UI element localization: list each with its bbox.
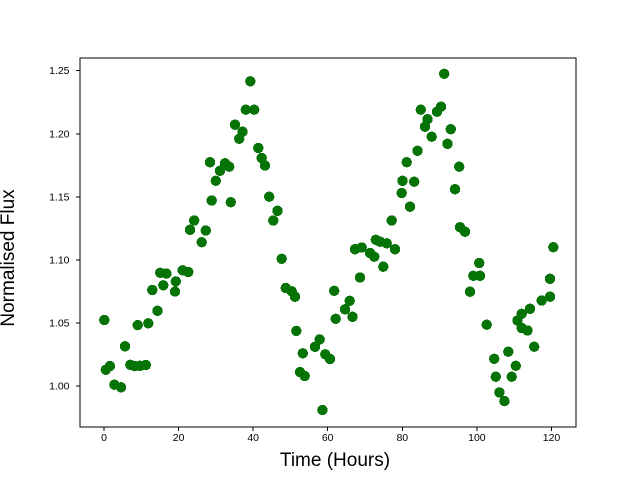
- svg-text:100: 100: [468, 432, 486, 444]
- svg-text:1.10: 1.10: [49, 255, 70, 267]
- svg-text:Normalised Flux: Normalised Flux: [0, 189, 19, 327]
- svg-text:1.15: 1.15: [49, 192, 70, 204]
- svg-text:40: 40: [247, 432, 259, 444]
- svg-text:0: 0: [101, 432, 107, 444]
- svg-text:80: 80: [396, 432, 408, 444]
- svg-text:1.00: 1.00: [49, 381, 70, 393]
- svg-text:1.05: 1.05: [49, 318, 70, 330]
- svg-text:60: 60: [322, 432, 334, 444]
- svg-text:Time (Hours): Time (Hours): [280, 450, 390, 471]
- svg-text:1.20: 1.20: [49, 129, 70, 141]
- svg-text:20: 20: [173, 432, 185, 444]
- svg-text:1.25: 1.25: [49, 65, 70, 77]
- svg-text:120: 120: [543, 432, 561, 444]
